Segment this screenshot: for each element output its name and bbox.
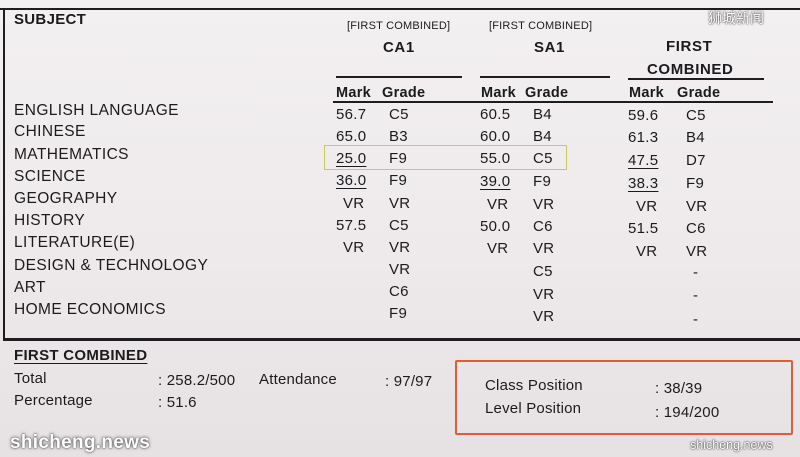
- fc-mark: 51.5: [628, 220, 659, 237]
- ca1-mark: 56.7: [336, 106, 367, 123]
- fc-grade-header: Grade: [677, 85, 721, 101]
- sa1-grade: C5: [533, 150, 553, 167]
- fc-grade: VR: [686, 243, 708, 260]
- sa1-mark: 39.0: [480, 173, 511, 190]
- ca1-mark: 57.5: [336, 217, 367, 234]
- sa1-grade: VR: [533, 240, 555, 257]
- watermark-bottom-left: shicheng.news: [10, 432, 151, 453]
- ca1-note: [FIRST COMBINED]: [347, 20, 451, 32]
- position-highlight: [455, 360, 793, 435]
- fc-grade: D7: [686, 152, 706, 169]
- ca1-grade: F9: [389, 150, 408, 167]
- fc-grade: F9: [686, 175, 705, 192]
- sa1-title: SA1: [534, 39, 565, 56]
- attendance-value: : 97/97: [385, 373, 433, 390]
- sa1-grade: C5: [533, 263, 553, 280]
- ca1-grade: F9: [389, 305, 408, 322]
- attendance-label: Attendance: [259, 371, 337, 388]
- sa1-grade: C6: [533, 218, 553, 235]
- ca1-grade: VR: [389, 261, 411, 278]
- subject-header: SUBJECT: [14, 11, 87, 28]
- ca1-mark: 25.0: [336, 150, 367, 167]
- top-rule: [0, 8, 800, 10]
- fc-mark: VR: [636, 243, 658, 260]
- ca1-grade: C5: [389, 106, 409, 123]
- percentage-value: : 51.6: [158, 394, 197, 411]
- fc-grade: -: [693, 311, 699, 328]
- subject-name: ART: [14, 279, 46, 296]
- fc-grade: C6: [686, 220, 706, 237]
- sa1-grade-header: Grade: [525, 85, 569, 101]
- subject-name: MATHEMATICS: [14, 146, 129, 163]
- subject-name: SCIENCE: [14, 168, 86, 185]
- mathematics-highlight: [324, 145, 567, 170]
- level-position-value: : 194/200: [655, 404, 720, 421]
- combined-rule: [628, 78, 764, 80]
- watermark-bottom-right: shicheng.news: [690, 438, 773, 452]
- ca1-mark: VR: [343, 239, 365, 256]
- summary-title: FIRST COMBINED: [14, 347, 148, 364]
- total-label: Total: [14, 370, 47, 387]
- sa1-mark: 60.0: [480, 128, 511, 145]
- subject-name: LITERATURE(E): [14, 234, 136, 251]
- left-border: [3, 8, 5, 338]
- ca1-title: CA1: [383, 39, 415, 56]
- sa1-grade: F9: [533, 173, 552, 190]
- fc-grade: C5: [686, 107, 706, 124]
- level-position-label: Level Position: [485, 400, 582, 417]
- subject-name: DESIGN & TECHNOLOGY: [14, 257, 209, 274]
- fc-mark: 59.6: [628, 107, 659, 124]
- fc-mark-header: Mark: [629, 85, 665, 101]
- sa1-note: [FIRST COMBINED]: [489, 20, 593, 32]
- sa1-mark: 60.5: [480, 106, 511, 123]
- sa1-grade: B4: [533, 106, 552, 123]
- fc-grade: B4: [686, 129, 705, 146]
- ca1-grade: F9: [389, 172, 408, 189]
- combined-title-line1: FIRST: [666, 38, 713, 55]
- sa1-rule: [480, 76, 610, 78]
- class-position-value: : 38/39: [655, 380, 703, 397]
- sa1-grade: VR: [533, 196, 555, 213]
- ca1-mark: 36.0: [336, 172, 367, 189]
- sa1-mark: 50.0: [480, 218, 511, 235]
- sa1-mark: 55.0: [480, 150, 511, 167]
- ca1-mark: VR: [343, 195, 365, 212]
- subject-name: HOME ECONOMICS: [14, 301, 166, 318]
- fc-grade: -: [693, 287, 699, 304]
- ca1-mark: 65.0: [336, 128, 367, 145]
- watermark-top-right: 狮城新闻: [708, 11, 764, 27]
- summary-rule-top: [3, 338, 800, 341]
- header-rule: [333, 101, 773, 103]
- ca1-grade: C5: [389, 217, 409, 234]
- fc-mark: 47.5: [628, 152, 659, 169]
- ca1-grade: B3: [389, 128, 408, 145]
- class-position-label: Class Position: [485, 377, 583, 394]
- ca1-grade: C6: [389, 283, 409, 300]
- subject-name: GEOGRAPHY: [14, 190, 118, 207]
- sa1-mark: VR: [487, 240, 509, 257]
- ca1-mark-header: Mark: [336, 85, 372, 101]
- subject-name: ENGLISH LANGUAGE: [14, 102, 179, 119]
- total-value: : 258.2/500: [158, 372, 236, 389]
- sa1-grade: VR: [533, 308, 555, 325]
- sa1-mark-header: Mark: [481, 85, 517, 101]
- fc-grade: VR: [686, 198, 708, 215]
- percentage-label: Percentage: [14, 392, 93, 409]
- fc-mark: VR: [636, 198, 658, 215]
- sa1-grade: B4: [533, 128, 552, 145]
- fc-mark: 61.3: [628, 129, 659, 146]
- ca1-rule: [336, 76, 462, 78]
- subject-name: CHINESE: [14, 123, 86, 140]
- fc-grade: -: [693, 264, 699, 281]
- ca1-grade: VR: [389, 239, 411, 256]
- sa1-grade: VR: [533, 286, 555, 303]
- ca1-grade: VR: [389, 195, 411, 212]
- combined-title-line2: COMBINED: [647, 61, 734, 78]
- subject-name: HISTORY: [14, 212, 86, 229]
- ca1-grade-header: Grade: [382, 85, 426, 101]
- fc-mark: 38.3: [628, 175, 659, 192]
- sa1-mark: VR: [487, 196, 509, 213]
